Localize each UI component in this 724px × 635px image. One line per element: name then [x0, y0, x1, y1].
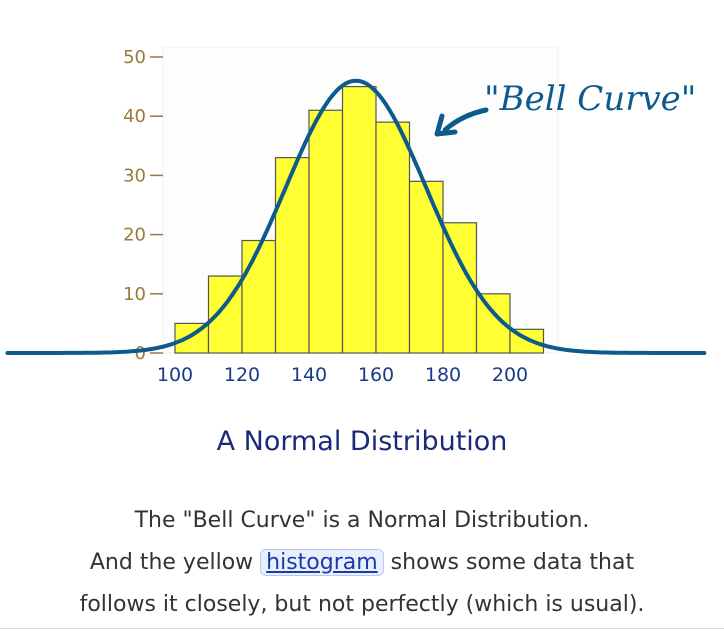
x-tick-label: 100: [157, 364, 193, 386]
chart-caption: A Normal Distribution: [216, 426, 508, 457]
x-tick-label: 200: [492, 364, 528, 386]
x-axis: 100 120 140 160 180 200: [157, 364, 528, 386]
description-line-2-end: shows some data that: [383, 550, 635, 575]
description: The "Bell Curve" is a Normal Distributio…: [0, 500, 724, 626]
description-line-2: And the yellow histogram shows some data…: [0, 542, 724, 584]
histogram-bar: [308, 109, 344, 354]
x-tick-label: 160: [358, 364, 394, 386]
x-tick-label: 140: [291, 364, 327, 386]
bell-curve: [5, 78, 707, 355]
y-tick-label: 40: [123, 106, 146, 127]
histogram-bar: [241, 239, 277, 354]
y-tick-label: 10: [123, 284, 146, 305]
histogram-chart: 0 10 20 30 40 50 100 120 140 160 180 200 "Bell Cur…: [5, 46, 707, 386]
bell-curve-annotation: "Bell Curve": [484, 79, 696, 119]
description-line-1: The "Bell Curve" is a Normal Distributio…: [134, 508, 590, 533]
histogram-bar: [375, 121, 411, 354]
histogram-bar: [408, 180, 444, 354]
histogram-bar: [341, 85, 377, 354]
x-tick-label: 180: [425, 364, 461, 386]
description-line-3: follows it closely, but not perfectly (w…: [79, 592, 645, 617]
y-tick-label: 50: [123, 47, 146, 68]
description-line-2-start: And the yellow: [89, 550, 261, 575]
y-tick-label: 20: [123, 225, 146, 246]
x-tick-label: 120: [224, 364, 260, 386]
y-tick-label: 0: [135, 343, 146, 364]
y-tick-label: 30: [123, 165, 146, 186]
annotation-arrow: [442, 107, 489, 133]
histogram-bar: [274, 157, 310, 354]
bottom-divider: [0, 628, 724, 629]
y-axis: 0 10 20 30 40 50: [123, 47, 163, 364]
histogram-link[interactable]: histogram: [260, 549, 384, 576]
annotation-arrowhead: [434, 113, 458, 137]
histogram-bar: [442, 222, 478, 354]
